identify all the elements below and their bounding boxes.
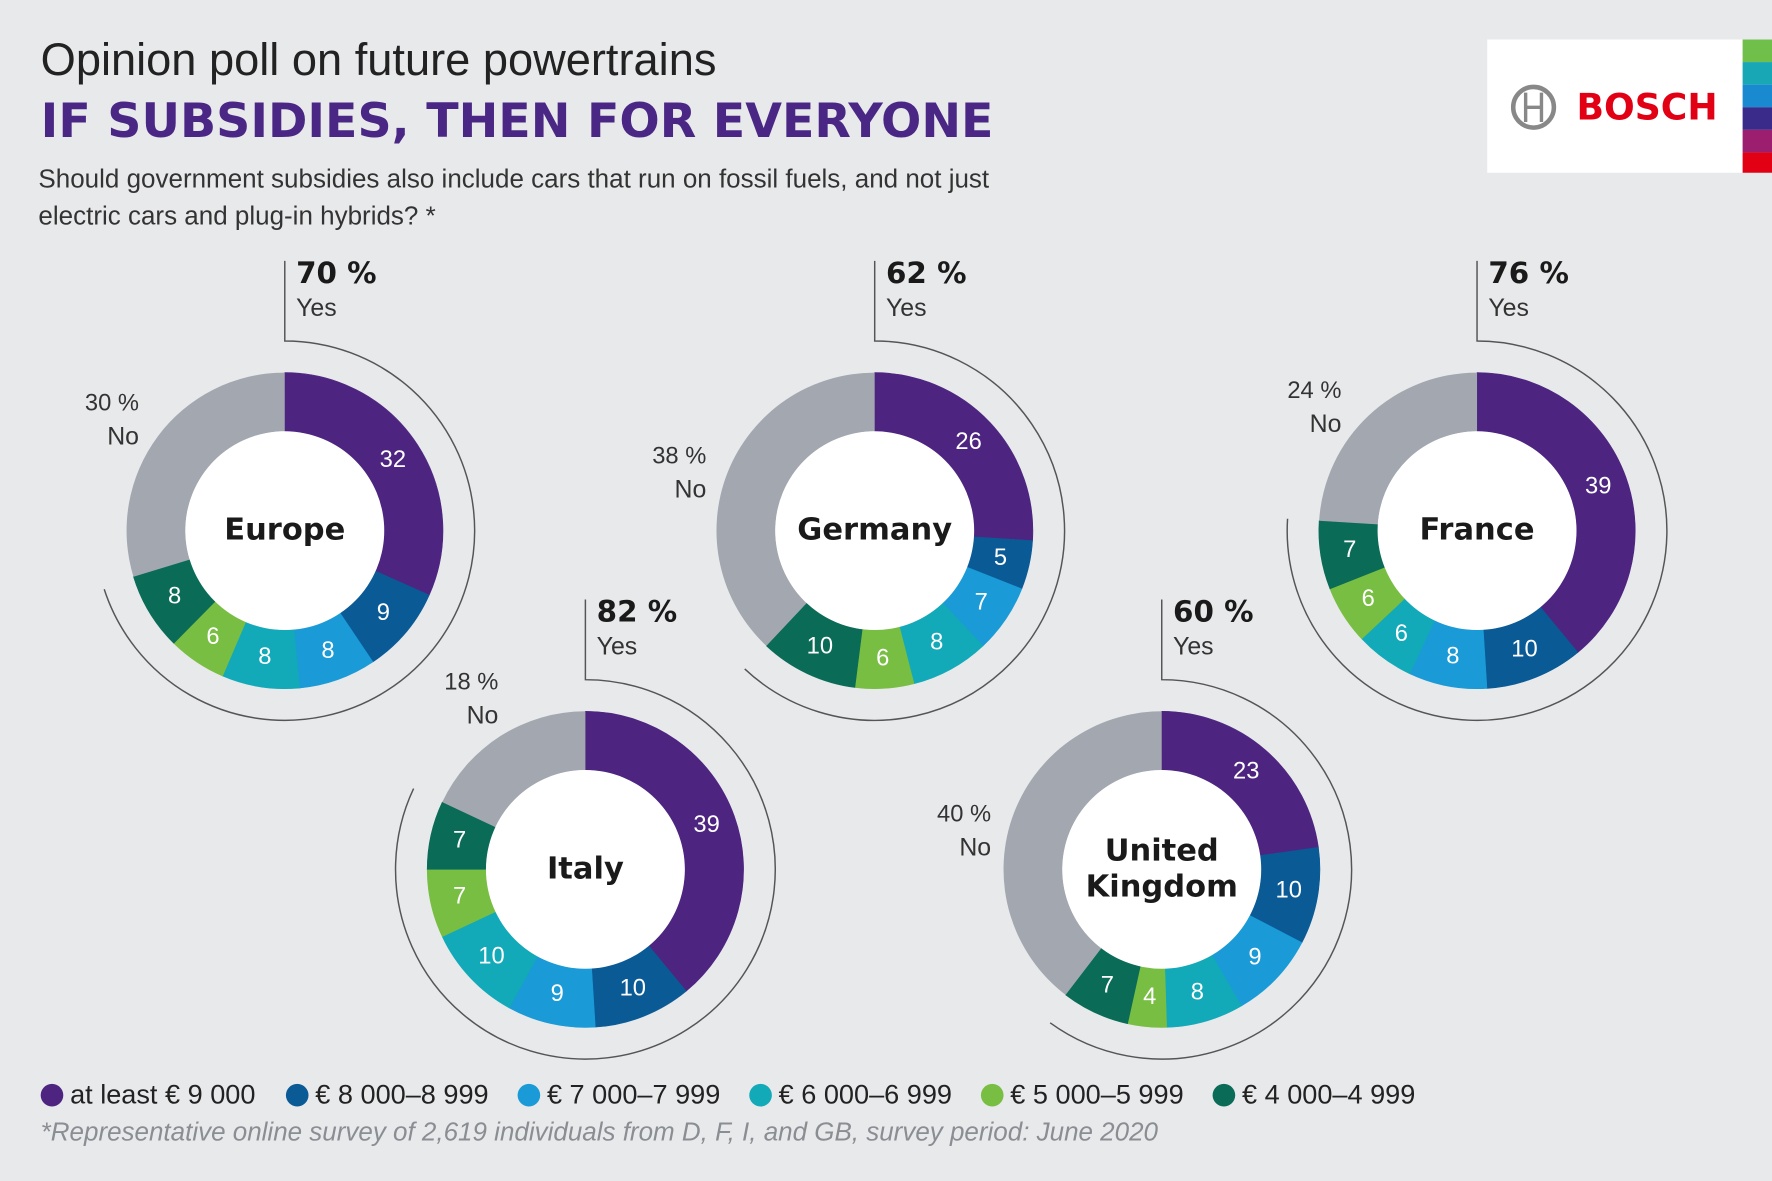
center-label-box: France xyxy=(1419,512,1535,548)
segment-label: 5 xyxy=(994,545,1007,571)
yes-arc xyxy=(1049,599,1353,1060)
yes-arc xyxy=(103,260,476,722)
legend-label: € 6 000–6 999 xyxy=(779,1078,952,1109)
legend-label: € 7 000–7 999 xyxy=(547,1078,720,1109)
segment-label: 7 xyxy=(975,589,988,615)
segment-label: 6 xyxy=(1395,621,1408,647)
segment-label: 8 xyxy=(930,630,943,656)
color-stripe xyxy=(1742,39,1772,173)
legend-swatch xyxy=(285,1083,309,1107)
donut-segment-no xyxy=(1319,372,1478,525)
donut-hole xyxy=(485,770,685,969)
segment-label: 8 xyxy=(168,584,181,610)
segment-label: 7 xyxy=(1101,972,1114,998)
no-value: 40 % xyxy=(937,801,991,827)
segment-label: 7 xyxy=(453,828,466,854)
segment-label: 6 xyxy=(206,624,219,650)
segment-label: 10 xyxy=(1275,878,1301,904)
donut-hole xyxy=(185,431,385,631)
segment-label: 7 xyxy=(1343,537,1356,563)
legend: at least € 9 000 € 8 000–8 999 € 7 000–7 9… xyxy=(40,1078,1415,1109)
donut-hole xyxy=(1062,770,1262,969)
yes-text: Yes xyxy=(597,634,638,661)
yes-arc xyxy=(744,260,1066,722)
segment-label: 9 xyxy=(1248,945,1261,971)
segment-label: 8 xyxy=(1191,979,1204,1005)
donut-hole xyxy=(775,431,975,631)
no-value: 30 % xyxy=(85,390,139,416)
yes-value: 76 % xyxy=(1488,256,1569,290)
segment-label: 32 xyxy=(380,447,406,473)
segment-label: 8 xyxy=(1446,643,1459,669)
no-value: 38 % xyxy=(652,444,706,470)
yes-text: Yes xyxy=(1173,634,1214,661)
legend-label: € 5 000–5 999 xyxy=(1010,1078,1183,1109)
country-label: France xyxy=(1419,512,1535,548)
donut-segment-no xyxy=(126,372,285,577)
no-value: 18 % xyxy=(444,669,498,695)
no-text: No xyxy=(675,477,707,504)
legend-label: at least € 9 000 xyxy=(70,1078,255,1109)
segment-label: 4 xyxy=(1143,984,1156,1010)
center-label-box: Italy xyxy=(546,851,624,887)
legend-label: € 8 000–8 999 xyxy=(315,1078,488,1109)
donut-segment-no xyxy=(442,711,586,828)
segment-label: 6 xyxy=(876,645,889,671)
country-label: Germany xyxy=(797,512,953,548)
logo-icon xyxy=(1510,84,1557,130)
yes-value: 62 % xyxy=(886,256,967,290)
center-label-box: Germany xyxy=(797,512,953,548)
yes-arc xyxy=(1286,260,1668,722)
donut-hole xyxy=(1377,431,1577,631)
no-text: No xyxy=(1310,411,1342,438)
segment-label: 10 xyxy=(478,944,504,970)
yes-arc xyxy=(394,599,776,1060)
segment-label: 23 xyxy=(1233,758,1259,784)
segment-label: 10 xyxy=(1511,637,1537,663)
segment-label: 6 xyxy=(1362,586,1375,612)
logo-icon-armature xyxy=(1523,92,1544,122)
donut-segment-no xyxy=(1003,711,1162,995)
segment-label: 26 xyxy=(955,429,981,455)
legend-label: € 4 000–4 999 xyxy=(1242,1078,1415,1109)
footnote: *Representative online survey of 2,619 i… xyxy=(41,1116,1159,1146)
legend-swatch xyxy=(980,1083,1004,1107)
segment-label: 10 xyxy=(807,633,833,659)
yes-text: Yes xyxy=(296,295,337,322)
legend-swatch xyxy=(749,1083,772,1107)
yes-value: 82 % xyxy=(597,595,678,629)
no-text: No xyxy=(959,835,991,862)
segment-label: 8 xyxy=(258,644,271,670)
country-label: Italy xyxy=(546,851,624,887)
country-label: Europe xyxy=(224,512,346,548)
question-box: Should government subsidies also include… xyxy=(38,163,990,231)
center-label-box: United Kingdom xyxy=(1085,832,1238,905)
center-label-box: Europe xyxy=(224,512,346,548)
no-value: 24 % xyxy=(1287,378,1341,404)
segment-label: 9 xyxy=(377,600,390,626)
segment-label: 39 xyxy=(1585,473,1611,499)
yes-text: Yes xyxy=(886,295,927,322)
segment-label: 7 xyxy=(453,884,466,910)
title: Opinion poll on future powertrains xyxy=(41,34,717,85)
segment-label: 9 xyxy=(551,981,564,1007)
yes-text: Yes xyxy=(1488,295,1529,322)
logo-text: BOSCH xyxy=(1576,86,1717,129)
segment-label: 8 xyxy=(321,638,334,664)
no-text: No xyxy=(467,703,499,730)
donut-segment-no xyxy=(716,372,875,646)
headline: IF SUBSIDIES, THEN FOR EVERYONE xyxy=(41,94,994,149)
yes-value: 60 % xyxy=(1173,595,1254,629)
segment-label: 10 xyxy=(620,975,646,1001)
legend-swatch xyxy=(517,1083,541,1107)
question: Should government subsidies also include… xyxy=(38,163,990,231)
yes-value: 70 % xyxy=(296,256,377,290)
country-label: United Kingdom xyxy=(1085,832,1238,905)
legend-swatch xyxy=(1212,1083,1236,1107)
no-text: No xyxy=(107,424,139,451)
segment-label: 39 xyxy=(693,812,719,838)
legend-swatch xyxy=(40,1083,64,1107)
